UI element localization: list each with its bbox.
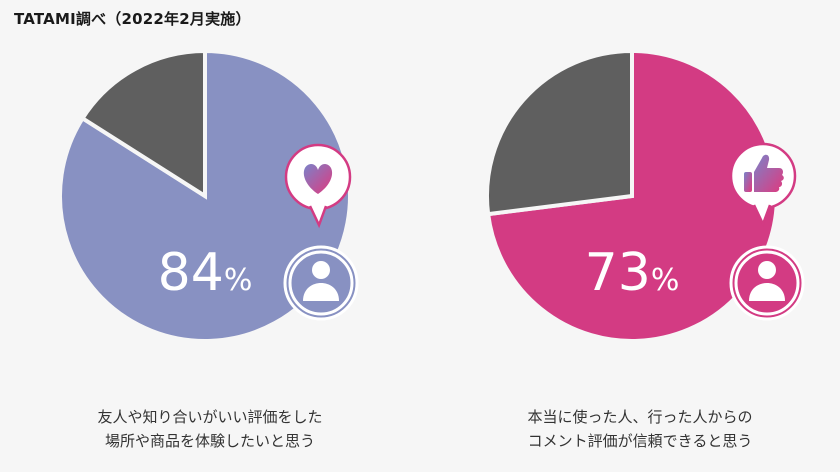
caption-chart-2: 本当に使った人、行った人からの コメント評価が信頼できると思う xyxy=(527,408,753,450)
user-icon xyxy=(312,261,330,279)
pie-slice-remainder xyxy=(485,48,634,217)
thumbs-up-icon xyxy=(744,154,784,192)
user-icon xyxy=(758,261,776,279)
source-note: TATAMI調べ（2022年2月実施） xyxy=(14,10,251,28)
caption-chart-1: 友人や知り合いがいい評価をした 場所や商品を体験したいと思う xyxy=(97,408,323,450)
pie-chart-1: 84% xyxy=(58,48,359,343)
user-avatar-2 xyxy=(729,245,805,321)
pie-value-label: 84% xyxy=(158,243,253,303)
thumbs-up-bubble xyxy=(729,142,797,228)
pie-value-label: 73% xyxy=(585,243,680,303)
pie-slice-remainder xyxy=(79,48,207,200)
pie-chart-2: 73% xyxy=(485,48,805,343)
user-avatar-1 xyxy=(283,245,359,321)
heart-bubble xyxy=(284,143,352,229)
heart-icon xyxy=(303,164,333,194)
